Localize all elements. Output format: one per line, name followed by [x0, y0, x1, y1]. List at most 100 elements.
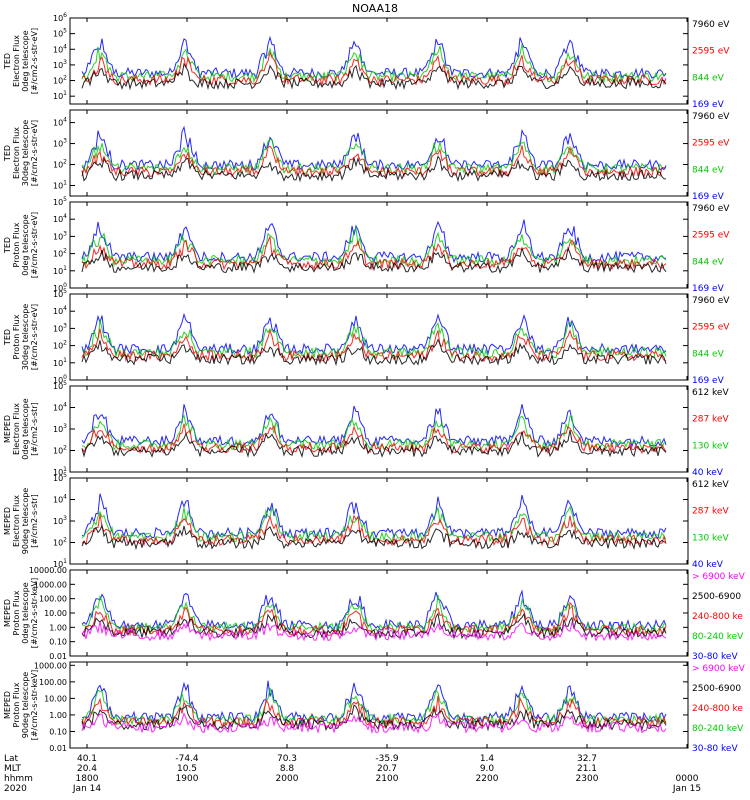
legend-entry: 240-800 ke	[692, 704, 743, 714]
y-tick-label: 104	[53, 402, 67, 413]
time-tick-label: 2000	[276, 774, 299, 784]
lat-value: 32.7	[577, 754, 597, 764]
series-trace	[81, 601, 667, 638]
time-row-label: hhmm	[4, 774, 33, 784]
legend-entry: 2595 eV	[692, 139, 730, 149]
legend-entry: 287 keV	[692, 415, 729, 425]
series-trace	[81, 711, 667, 735]
series-trace	[81, 430, 667, 459]
y-axis-label-line: 30deg telescope	[21, 304, 30, 371]
y-axis-label-line: 0deg telescope	[21, 214, 30, 275]
y-axis-label-line: MEPED	[3, 691, 12, 719]
panel-frame	[69, 661, 689, 749]
y-axis-label-line: Proton Flux	[12, 314, 21, 359]
y-axis-label-line: 90deg telescope	[21, 488, 30, 555]
y-axis-label-line: TED	[3, 53, 12, 70]
y-tick-label: 0.01	[49, 652, 67, 661]
y-axis-label-line: [#/cm2-s-str-keV]	[30, 578, 39, 649]
legend-entry: 240-800 ke	[692, 612, 743, 622]
y-tick-label: 1.00	[49, 711, 67, 720]
y-axis-label-line: MEPED	[3, 415, 12, 443]
legend-entry: 169 eV	[692, 376, 725, 386]
y-axis-label-line: MEPED	[3, 507, 12, 535]
legend-entry: 80-240 keV	[692, 724, 744, 734]
series-trace	[81, 125, 667, 172]
panel-1: 101 102 103 104 105 106 TED Electron Flux 0deg t…	[3, 12, 730, 110]
mlt-value: 8.8	[280, 764, 295, 774]
y-tick-label: 104	[53, 494, 67, 505]
y-tick-label: 0.01	[49, 744, 67, 753]
lat-value: -35.9	[375, 754, 399, 764]
panel-5: 101 102 103 104 105 MEPED Electron Flux 0deg te…	[3, 380, 729, 478]
y-tick-label: 102	[53, 159, 67, 170]
y-axis-label-line: [#/cm2-s-str-eV]	[30, 212, 39, 278]
series-trace	[81, 493, 667, 541]
lat-value: 70.3	[277, 754, 297, 764]
y-axis-label-line: TED	[3, 237, 12, 254]
panel-2: 101 102 103 104 TED Electron Flux 30deg telesc…	[3, 109, 730, 202]
legend-entry: 612 keV	[692, 388, 729, 398]
time-tick-label: 0000	[676, 774, 699, 784]
mlt-value: 21.1	[577, 764, 597, 774]
y-axis-label-line: Electron Flux	[12, 35, 21, 87]
y-axis-label-line: Proton Flux	[12, 222, 21, 267]
y-tick-label: 0.10	[49, 727, 67, 736]
time-tick-label: 2300	[576, 774, 599, 784]
legend-entry: 30-80 keV	[692, 744, 738, 754]
series-trace	[81, 423, 667, 455]
y-axis-label-line: Electron Flux	[12, 403, 21, 455]
series-trace	[81, 687, 667, 726]
legend-entry: 169 eV	[692, 192, 725, 202]
data-traces	[81, 219, 667, 274]
y-tick-label: 101	[53, 90, 67, 101]
y-axis-label-line: [#/cm2-s-str]	[30, 494, 39, 547]
y-tick-label: 104	[53, 305, 67, 316]
y-tick-label: 105	[53, 380, 67, 391]
data-traces	[81, 493, 667, 551]
data-traces	[81, 589, 667, 642]
time-tick-label: 2200	[476, 774, 499, 784]
time-tick-label: 1800	[76, 774, 99, 784]
panel-4: 100 101 102 103 104 105 TED Proton Flux 30deg te…	[3, 288, 730, 386]
panel-frame	[69, 109, 689, 197]
y-axis-label-line: Electron Flux	[12, 495, 21, 547]
y-tick-label: 10000.00	[29, 566, 67, 575]
time-tick-label: 1900	[176, 774, 199, 784]
y-tick-label: 101	[53, 357, 67, 368]
y-tick-label: 103	[53, 230, 67, 241]
y-tick-label: 105	[53, 472, 67, 483]
y-axis-label-line: 90deg telescope	[21, 672, 30, 739]
y-axis-label-line: Electron Flux	[12, 127, 21, 179]
mlt-value: 9.0	[480, 764, 495, 774]
legend-entry: 40 keV	[692, 560, 724, 570]
y-axis-label-line: [#/cm2-s-str-eV]	[30, 120, 39, 186]
y-tick-label: 105	[53, 196, 67, 207]
y-tick-label: 101	[53, 180, 67, 191]
chart-title: NOAA18	[352, 2, 398, 15]
y-tick-label: 101	[53, 558, 67, 569]
lat-value: -74.4	[175, 754, 199, 764]
legend-entry: 40 keV	[692, 468, 724, 478]
y-tick-label: 103	[53, 515, 67, 526]
legend-entry: 612 keV	[692, 480, 729, 490]
y-axis-label-line: [#/cm2-s-str-eV]	[30, 304, 39, 370]
y-axis-label-line: MEPED	[3, 599, 12, 627]
y-axis-label-line: [#/cm2-s-str-keV]	[30, 670, 39, 741]
y-tick-label: 102	[53, 537, 67, 548]
mlt-value: 20.7	[377, 764, 397, 774]
y-tick-label: 104	[53, 213, 67, 224]
y-axis-label-line: 30deg telescope	[21, 120, 30, 187]
data-traces	[81, 312, 667, 367]
lat-value: 1.4	[480, 754, 495, 764]
legend-entry: 7960 eV	[692, 204, 730, 214]
start-date-label: Jan 14	[72, 784, 101, 794]
legend-entry: 844 eV	[692, 349, 725, 359]
y-tick-label: 1000.00	[34, 580, 67, 589]
legend-entry: 844 eV	[692, 165, 725, 175]
y-tick-label: 101	[53, 265, 67, 276]
legend-entry: 287 keV	[692, 507, 729, 517]
y-tick-label: 103	[53, 138, 67, 149]
series-trace	[81, 62, 667, 91]
